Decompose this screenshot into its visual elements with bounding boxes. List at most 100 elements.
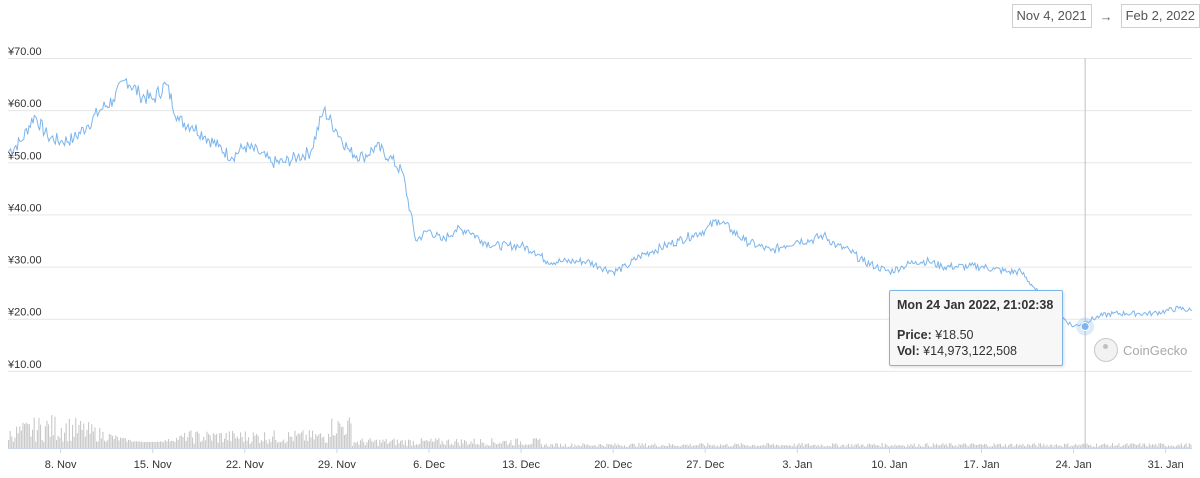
date-range-start[interactable]: Nov 4, 2021 — [1011, 4, 1092, 28]
volume-bar — [654, 443, 656, 448]
volume-bar — [697, 445, 699, 448]
volume-bar — [862, 444, 864, 448]
volume-bar — [324, 442, 326, 448]
volume-bar — [204, 440, 206, 448]
volume-bar — [211, 440, 213, 448]
volume-bar — [1148, 443, 1150, 448]
volume-bar — [121, 438, 123, 448]
volume-bar — [510, 440, 512, 448]
volume-bar — [859, 446, 861, 448]
volume-bar — [539, 438, 541, 448]
volume-bar — [612, 445, 614, 448]
volume-bar — [32, 429, 34, 448]
volume-bar — [785, 444, 787, 448]
volume-bar — [366, 442, 368, 448]
volume-bar — [222, 442, 224, 448]
volume-bar — [217, 442, 219, 448]
volume-bar — [854, 444, 856, 448]
volume-bar — [916, 446, 918, 448]
x-tick-label: 29. Nov — [318, 459, 356, 471]
volume-bar — [457, 442, 459, 448]
volume-bar — [329, 436, 331, 448]
volume-bar — [292, 441, 294, 448]
volume-bar — [680, 446, 682, 448]
volume-bar — [449, 445, 451, 448]
volume-bar — [476, 443, 478, 448]
volume-bar — [636, 446, 638, 448]
date-range-end[interactable]: Feb 2, 2022 — [1120, 4, 1200, 28]
volume-bar — [116, 436, 118, 448]
volume-bar — [584, 444, 586, 448]
volume-bar — [227, 440, 229, 448]
volume-bar — [180, 435, 182, 448]
volume-bar — [984, 443, 986, 448]
volume-bar — [1032, 444, 1034, 448]
volume-bar — [150, 441, 152, 448]
volume-bar — [1040, 443, 1042, 448]
tooltip-price-label: Price: — [897, 328, 932, 342]
volume-bar — [1120, 446, 1122, 448]
volume-bar — [603, 446, 605, 448]
volume-bar — [456, 439, 458, 448]
volume-bar — [326, 442, 328, 448]
volume-bar — [1105, 444, 1107, 448]
volume-bar — [104, 440, 106, 448]
volume-bar — [284, 443, 286, 448]
volume-bar — [948, 443, 950, 448]
volume-bar — [275, 440, 277, 448]
volume-bar — [756, 445, 758, 448]
volume-bar — [934, 445, 936, 448]
volume-bar — [876, 445, 878, 448]
volume-bar — [296, 435, 298, 448]
volume-bar — [660, 445, 662, 448]
volume-bar — [652, 445, 654, 448]
volume-bar — [328, 434, 330, 448]
volume-bar — [345, 434, 347, 448]
volume-bar — [22, 422, 24, 448]
volume-bar — [40, 424, 42, 448]
volume-bar — [800, 445, 802, 448]
volume-bar — [504, 441, 506, 448]
volume-bar — [56, 440, 58, 448]
volume-bar — [238, 438, 240, 448]
volume-bar — [518, 444, 520, 448]
volume-bar — [985, 444, 987, 448]
volume-bar — [120, 437, 122, 448]
volume-bar — [683, 444, 685, 448]
x-tick-label: 3. Jan — [782, 459, 812, 471]
volume-bar — [118, 440, 120, 448]
volume-bar — [88, 422, 90, 448]
volume-bar — [492, 441, 494, 448]
volume-bar — [694, 445, 696, 448]
date-range: Nov 4, 2021 → Feb 2, 2022 — [1011, 4, 1200, 28]
volume-bar — [65, 423, 67, 448]
volume-bar — [860, 444, 862, 448]
volume-bar — [54, 416, 56, 448]
volume-bar — [961, 444, 963, 448]
volume-bar — [388, 442, 390, 448]
volume-bar — [798, 443, 800, 448]
volume-bar — [188, 431, 190, 448]
volume-bar — [251, 441, 253, 448]
volume-bar — [1190, 444, 1192, 448]
volume-bar — [257, 435, 259, 448]
volume-bar — [977, 444, 979, 448]
volume-bar — [555, 443, 557, 448]
volume-bar — [1153, 445, 1155, 448]
volume-bar — [59, 437, 61, 448]
volume-bar — [657, 446, 659, 448]
volume-bar — [164, 440, 166, 448]
volume-bar — [763, 444, 765, 448]
volume-bar — [646, 447, 648, 448]
volume-bar — [100, 438, 102, 448]
volume-bar — [792, 446, 794, 448]
volume-bar — [953, 446, 955, 448]
volume-bar — [788, 445, 790, 448]
volume-bar — [808, 443, 810, 448]
volume-bar — [244, 431, 246, 448]
volume-bar — [1126, 443, 1128, 448]
volume-bar — [796, 444, 798, 448]
volume-bar — [1166, 446, 1168, 448]
volume-bar — [169, 441, 171, 448]
